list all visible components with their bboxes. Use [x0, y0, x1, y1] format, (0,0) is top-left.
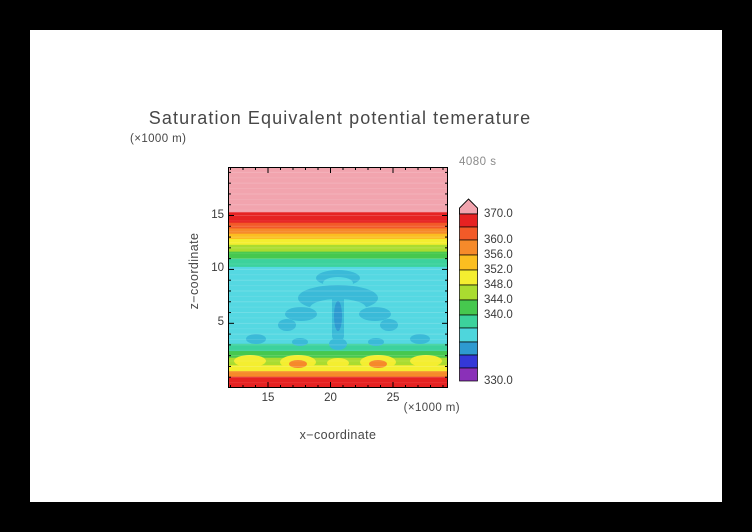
chart-title: Saturation Equivalent potential temeratu… [148, 108, 532, 128]
colorbar-tick-label: 330.0 [484, 375, 513, 387]
y-axis-tick-labels: 5 10 15 [194, 167, 224, 388]
colorbar-tick-label: 356.0 [484, 249, 513, 261]
time-stamp-label: 4080 s [459, 156, 497, 168]
plot-paper: Saturation Equivalent potential temeratu… [30, 30, 722, 502]
y-tick-label: 5 [217, 316, 224, 329]
y-tick-label: 10 [211, 262, 224, 275]
colorbar-tick-label: 340.0 [484, 309, 513, 321]
colorbar-canvas [459, 198, 478, 382]
colorbar-tick-label: 344.0 [484, 294, 513, 306]
y-tick-label: 15 [211, 208, 224, 221]
contour-plot-canvas [228, 167, 448, 388]
x-tick-label: 20 [324, 392, 337, 404]
x-tick-label: 15 [261, 392, 275, 404]
colorbar-labels: 370.0 360.0 356.0 352.0 348.0 344.0 340.0 330.0 [459, 198, 549, 398]
x-axis-tick-labels: 15 20 25 [228, 392, 448, 408]
colorbar-tick-label: 348.0 [484, 279, 513, 291]
colorbar-tick-label: 360.0 [484, 234, 513, 246]
x-axis-title: x−coordinate [299, 428, 377, 442]
x-tick-label: 25 [386, 392, 400, 404]
colorbar-tick-label: 370.0 [484, 208, 513, 220]
colorbar: 370.0 360.0 356.0 352.0 348.0 344.0 340.0 330.0 [459, 198, 549, 398]
x-axis-units-label: (×1000 m) [403, 402, 460, 414]
y-axis-units-label: (×1000 m) [130, 133, 187, 145]
contour-plot-area: 15 20 25 5 10 15 [211, 167, 448, 404]
colorbar-tick-label: 352.0 [484, 264, 513, 276]
